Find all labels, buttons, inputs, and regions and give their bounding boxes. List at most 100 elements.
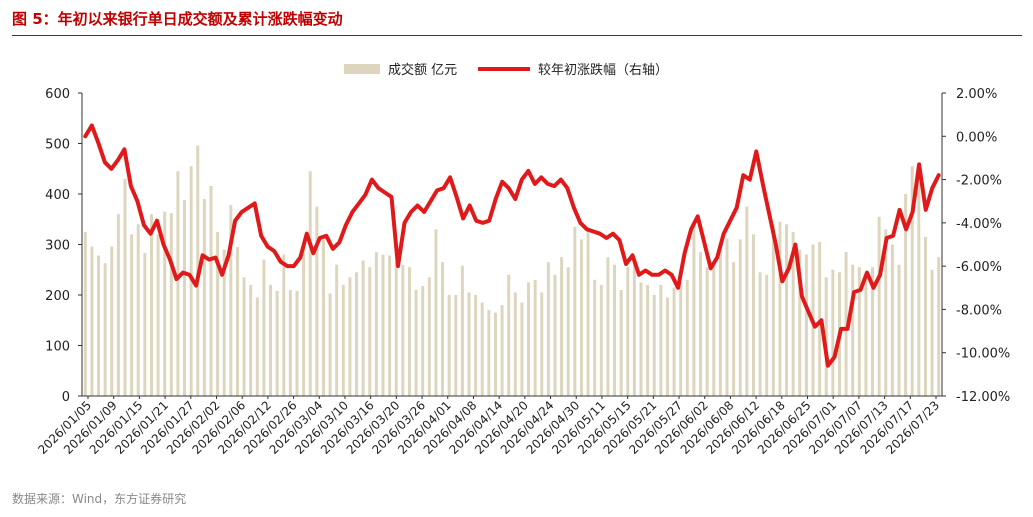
bar (235, 247, 239, 396)
bar (156, 234, 160, 396)
bar (818, 241, 822, 396)
bar (255, 297, 259, 396)
bar (176, 171, 180, 396)
bar (712, 264, 716, 396)
bar (454, 295, 458, 396)
bar (143, 253, 147, 396)
bar (407, 267, 411, 396)
bar (560, 257, 564, 396)
bar (904, 194, 908, 396)
left-tick-label: 200 (45, 289, 70, 304)
bar-series (83, 145, 941, 396)
bar (315, 206, 319, 396)
bar (394, 262, 398, 396)
bar (302, 247, 306, 396)
left-tick-label: 0 (62, 390, 70, 405)
bar (751, 234, 755, 396)
bar (871, 267, 875, 396)
bar (923, 236, 927, 396)
bar (540, 292, 544, 396)
bar (692, 221, 696, 396)
bar (328, 293, 332, 396)
line-series (83, 123, 941, 368)
bar (738, 239, 742, 396)
bar (758, 272, 762, 396)
bar (460, 265, 464, 396)
bar (778, 221, 782, 396)
bar (930, 269, 934, 396)
bar (269, 284, 273, 396)
right-tick-label: -4.00% (956, 217, 1002, 232)
bar (646, 284, 650, 396)
bar (824, 277, 828, 396)
bar (718, 244, 722, 396)
bar (421, 285, 425, 396)
bar (533, 279, 537, 396)
bar (520, 302, 524, 396)
bar (679, 282, 683, 396)
bar (97, 255, 101, 396)
bar (606, 257, 610, 396)
bar (771, 224, 775, 396)
bar (441, 262, 445, 396)
bar (619, 289, 623, 396)
bar (295, 290, 299, 396)
legend-bar-label: 成交额 亿元 (388, 62, 457, 78)
bar (467, 292, 471, 396)
bar (169, 213, 173, 396)
bar (857, 267, 861, 396)
bar (163, 211, 167, 396)
bar (103, 263, 107, 396)
bar (665, 297, 669, 396)
bar (593, 279, 597, 396)
bar (877, 216, 881, 396)
legend-line-label: 较年初涨跌幅（右轴） (538, 62, 668, 78)
bar (685, 279, 689, 396)
right-tick-label: -12.00% (956, 390, 1010, 405)
bar (341, 284, 345, 396)
bar (83, 231, 87, 396)
bar (388, 255, 392, 396)
bar (249, 284, 253, 396)
legend-bar-swatch (344, 64, 380, 74)
bar (864, 277, 868, 396)
bar (216, 231, 220, 396)
bar (599, 284, 603, 396)
bar (507, 274, 511, 396)
bar (851, 264, 855, 396)
right-tick-label: -8.00% (956, 303, 1002, 318)
bar (123, 178, 127, 396)
bar (335, 264, 339, 396)
bar (699, 252, 703, 396)
bar (149, 214, 153, 396)
bar (632, 262, 636, 396)
figure-title: 图 5：年初以来银行单日成交额及累计涨跌幅变动 (12, 8, 1022, 36)
bar (321, 239, 325, 396)
bar (401, 264, 405, 396)
bar (527, 282, 531, 396)
bar (804, 254, 808, 396)
bar (493, 312, 497, 396)
bar (844, 252, 848, 396)
legend: 成交额 亿元 较年初涨跌幅（右轴） (344, 62, 668, 78)
bar (282, 254, 286, 396)
right-tick-label: 2.00% (956, 87, 997, 102)
bar (566, 267, 570, 396)
bar (672, 287, 676, 396)
bar (348, 277, 352, 396)
bar (725, 238, 729, 396)
bar (500, 305, 504, 396)
bar (639, 282, 643, 396)
bar (414, 289, 418, 396)
right-tick-label: -6.00% (956, 260, 1002, 275)
bar (288, 289, 292, 396)
bar (275, 290, 279, 396)
bar (579, 239, 583, 396)
bar (136, 224, 140, 396)
bar (229, 205, 233, 396)
bar (831, 269, 835, 396)
bar (222, 249, 226, 396)
bar (374, 252, 378, 396)
bar (732, 262, 736, 396)
